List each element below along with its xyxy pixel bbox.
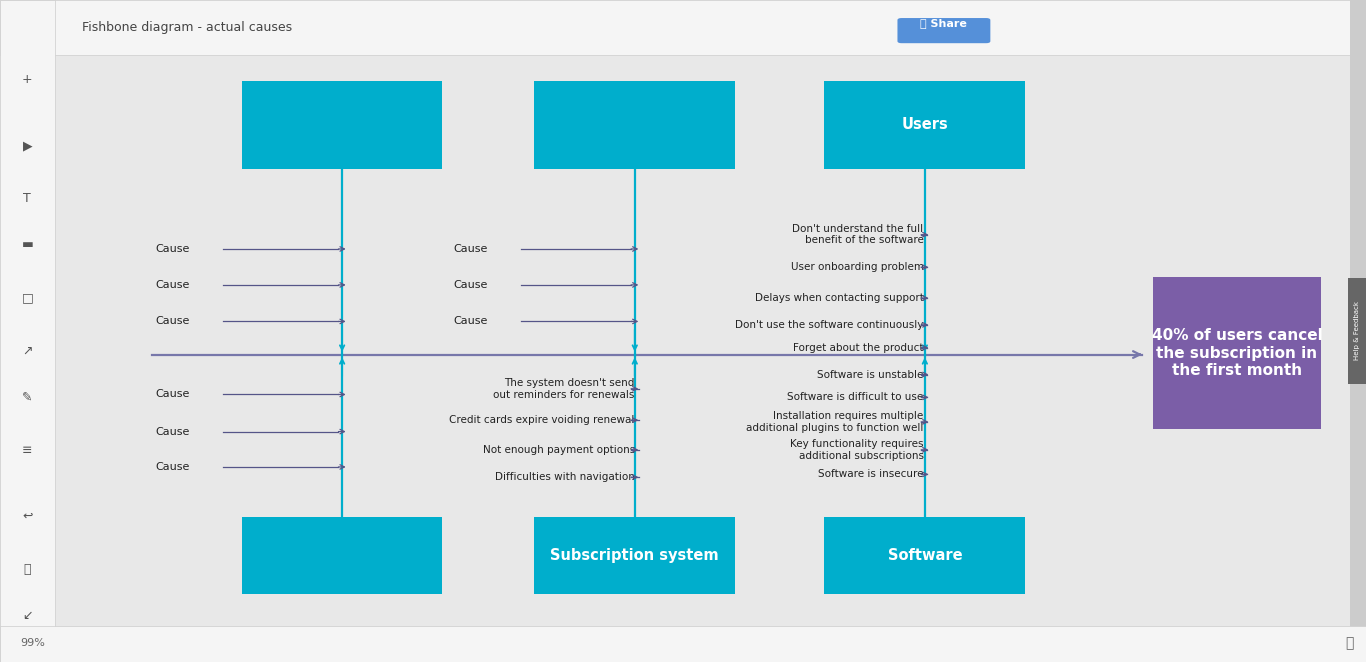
- Text: Cause: Cause: [156, 462, 190, 472]
- Text: 40% of users cancel
the subscription in
the first month: 40% of users cancel the subscription in …: [1152, 328, 1322, 378]
- Text: Cause: Cause: [156, 426, 190, 436]
- Text: Cause: Cause: [156, 316, 190, 326]
- Text: 💬: 💬: [1346, 636, 1354, 651]
- FancyBboxPatch shape: [825, 517, 1026, 594]
- Text: Software is difficult to use: Software is difficult to use: [787, 393, 923, 402]
- Text: Key functionality requires
additional subscriptions: Key functionality requires additional su…: [790, 439, 923, 461]
- Text: T: T: [23, 192, 31, 205]
- Text: Cause: Cause: [156, 244, 190, 254]
- Text: ↩: ↩: [22, 510, 33, 523]
- FancyBboxPatch shape: [534, 81, 735, 169]
- Text: ✎: ✎: [22, 391, 33, 404]
- Text: Subscription system: Subscription system: [550, 548, 719, 563]
- Text: Software is unstable: Software is unstable: [817, 369, 923, 379]
- Text: ⤢: ⤢: [23, 563, 31, 576]
- Text: ≡: ≡: [22, 444, 33, 457]
- Text: ▶: ▶: [22, 139, 33, 152]
- Text: Credit cards expire voiding renewal: Credit cards expire voiding renewal: [449, 415, 635, 425]
- Text: Cause: Cause: [454, 316, 488, 326]
- Text: Not enough payment options: Not enough payment options: [482, 445, 635, 455]
- FancyBboxPatch shape: [1153, 277, 1321, 429]
- Text: Software: Software: [888, 548, 962, 563]
- Text: Fishbone diagram - actual causes: Fishbone diagram - actual causes: [82, 21, 292, 34]
- Text: Cause: Cause: [156, 389, 190, 399]
- Text: Delays when contacting support: Delays when contacting support: [754, 293, 923, 303]
- FancyBboxPatch shape: [242, 517, 443, 594]
- Text: Difficulties with navigation: Difficulties with navigation: [494, 472, 635, 482]
- Text: Cause: Cause: [156, 280, 190, 290]
- Text: +: +: [22, 73, 33, 86]
- FancyBboxPatch shape: [825, 81, 1026, 169]
- Text: 99%: 99%: [20, 638, 45, 649]
- Text: Don't use the software continuously: Don't use the software continuously: [735, 320, 923, 330]
- Text: ▬: ▬: [22, 238, 33, 252]
- Text: □: □: [22, 291, 33, 305]
- Text: User onboarding problem: User onboarding problem: [791, 262, 923, 272]
- Text: Software is insecure: Software is insecure: [818, 469, 923, 479]
- Text: Forget about the product: Forget about the product: [794, 343, 923, 353]
- Text: Cause: Cause: [454, 244, 488, 254]
- FancyBboxPatch shape: [534, 517, 735, 594]
- Text: ⭐ Share: ⭐ Share: [921, 18, 967, 28]
- Text: The system doesn't send
out reminders for renewals: The system doesn't send out reminders fo…: [493, 378, 635, 400]
- Text: ↗: ↗: [22, 344, 33, 357]
- Text: Cause: Cause: [454, 280, 488, 290]
- Text: Don't understand the full
benefit of the software: Don't understand the full benefit of the…: [792, 224, 923, 246]
- Text: Installation requires multiple
additional plugins to function well: Installation requires multiple additiona…: [746, 411, 923, 433]
- Text: ↙: ↙: [22, 609, 33, 622]
- Text: Help & Feedback: Help & Feedback: [1354, 301, 1361, 361]
- Text: Users: Users: [902, 117, 948, 132]
- FancyBboxPatch shape: [242, 81, 443, 169]
